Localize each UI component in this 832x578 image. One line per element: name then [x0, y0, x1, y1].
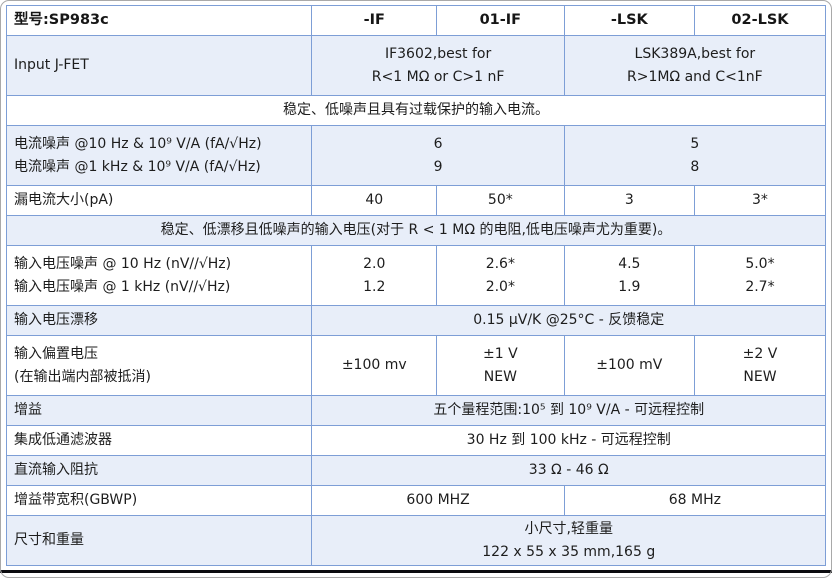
row-label-gain: 增益: [5, 395, 313, 426]
section-voltage-note: 稳定、低漂移且低噪声的输入电压(对于 R < 1 MΩ 的电阻,低电压噪声尤为重…: [6, 215, 826, 246]
row-label-leakage: 漏电流大小(pA): [5, 185, 313, 216]
cell-current-noise-if: 6 9: [311, 125, 565, 186]
table-row-section-voltage: 稳定、低漂移且低噪声的输入电压(对于 R < 1 MΩ 的电阻,低电压噪声尤为重…: [6, 215, 826, 246]
table-row-voltage-drift: 输入电压漂移 0.15 μV/K @25°C - 反馈稳定: [5, 305, 826, 336]
cell-vnoise-lsk: 4.5 1.9: [563, 245, 695, 306]
cell-vnoise-01if: 2.6* 2.0*: [435, 245, 565, 306]
row-label-dc-impedance: 直流输入阻抗: [5, 455, 313, 486]
cell-leakage-01if: 50*: [435, 185, 565, 216]
cell-lowpass: 30 Hz 到 100 kHz - 可远程控制: [311, 425, 826, 456]
cell-vnoise-02lsk: 5.0* 2.7*: [693, 245, 827, 306]
table-row-offset-voltage: 输入偏置电压 (在输出端内部被抵消) ±100 mv ±1 V NEW ±100…: [5, 335, 827, 396]
cell-gain: 五个量程范围:10⁵ 到 10⁹ V/A - 可远程控制: [311, 395, 826, 426]
row-label-offset-voltage: 输入偏置电压 (在输出端内部被抵消): [5, 335, 313, 396]
row-label-lowpass: 集成低通滤波器: [5, 425, 313, 456]
table-row-lowpass: 集成低通滤波器 30 Hz 到 100 kHz - 可远程控制: [5, 425, 826, 456]
table-row-section-current: 稳定、低噪声且具有过载保护的输入电流。: [6, 95, 826, 126]
cell-vnoise-if: 2.0 1.2: [311, 245, 437, 306]
header-col-lsk: -LSK: [563, 5, 695, 36]
row-label-input-jfet: Input J-FET: [5, 35, 313, 96]
cell-offset-if: ±100 mv: [311, 335, 437, 396]
cell-voltage-drift: 0.15 μV/K @25°C - 反馈稳定: [311, 305, 826, 336]
table-row-size-weight: 尺寸和重量 小尺寸,轻重量 122 x 55 x 35 mm,165 g: [5, 515, 826, 566]
header-model: 型号:SP983c: [5, 5, 313, 36]
cell-offset-lsk: ±100 mV: [563, 335, 695, 396]
table-row-current-noise: 电流噪声 @10 Hz & 10⁹ V/A (fA/√Hz) 电流噪声 @1 k…: [5, 125, 827, 186]
cell-gbwp-lsk: 68 MHz: [563, 485, 827, 516]
cell-dc-impedance: 33 Ω - 46 Ω: [311, 455, 826, 486]
cell-leakage-02lsk: 3*: [693, 185, 827, 216]
cell-input-jfet-if: IF3602,best for R<1 MΩ or C>1 nF: [311, 35, 565, 96]
table-row-dc-impedance: 直流输入阻抗 33 Ω - 46 Ω: [5, 455, 826, 486]
cell-size-weight: 小尺寸,轻重量 122 x 55 x 35 mm,165 g: [311, 515, 826, 566]
cell-current-noise-lsk: 5 8: [563, 125, 827, 186]
row-label-size-weight: 尺寸和重量: [5, 515, 313, 566]
cell-leakage-if: 40: [311, 185, 437, 216]
page-bottom-divider: [0, 570, 832, 573]
row-label-voltage-drift: 输入电压漂移: [5, 305, 313, 336]
cell-offset-01if: ±1 V NEW: [435, 335, 565, 396]
cell-gbwp-if: 600 MHZ: [311, 485, 565, 516]
row-label-voltage-noise: 输入电压噪声 @ 10 Hz (nV//√Hz) 输入电压噪声 @ 1 kHz …: [5, 245, 313, 306]
spec-table: 型号:SP983c -IF 01-IF -LSK 02-LSK Input J-…: [5, 5, 827, 566]
header-col-01if: 01-IF: [435, 5, 565, 36]
row-label-current-noise: 电流噪声 @10 Hz & 10⁹ V/A (fA/√Hz) 电流噪声 @1 k…: [5, 125, 313, 186]
table-row-gain: 增益 五个量程范围:10⁵ 到 10⁹ V/A - 可远程控制: [5, 395, 826, 426]
row-label-gbwp: 增益带宽积(GBWP): [5, 485, 313, 516]
header-col-02lsk: 02-LSK: [693, 5, 827, 36]
table-row-input-jfet: Input J-FET IF3602,best for R<1 MΩ or C>…: [5, 35, 827, 96]
table-row-voltage-noise: 输入电压噪声 @ 10 Hz (nV//√Hz) 输入电压噪声 @ 1 kHz …: [5, 245, 827, 306]
table-row-gbwp: 增益带宽积(GBWP) 600 MHZ 68 MHz: [5, 485, 827, 516]
cell-offset-02lsk: ±2 V NEW: [693, 335, 827, 396]
table-row-header: 型号:SP983c -IF 01-IF -LSK 02-LSK: [5, 5, 827, 36]
cell-leakage-lsk: 3: [563, 185, 695, 216]
header-col-if: -IF: [311, 5, 437, 36]
section-current-note: 稳定、低噪声且具有过载保护的输入电流。: [6, 95, 826, 126]
cell-input-jfet-lsk: LSK389A,best for R>1MΩ and C<1nF: [563, 35, 827, 96]
table-row-leakage: 漏电流大小(pA) 40 50* 3 3*: [5, 185, 827, 216]
